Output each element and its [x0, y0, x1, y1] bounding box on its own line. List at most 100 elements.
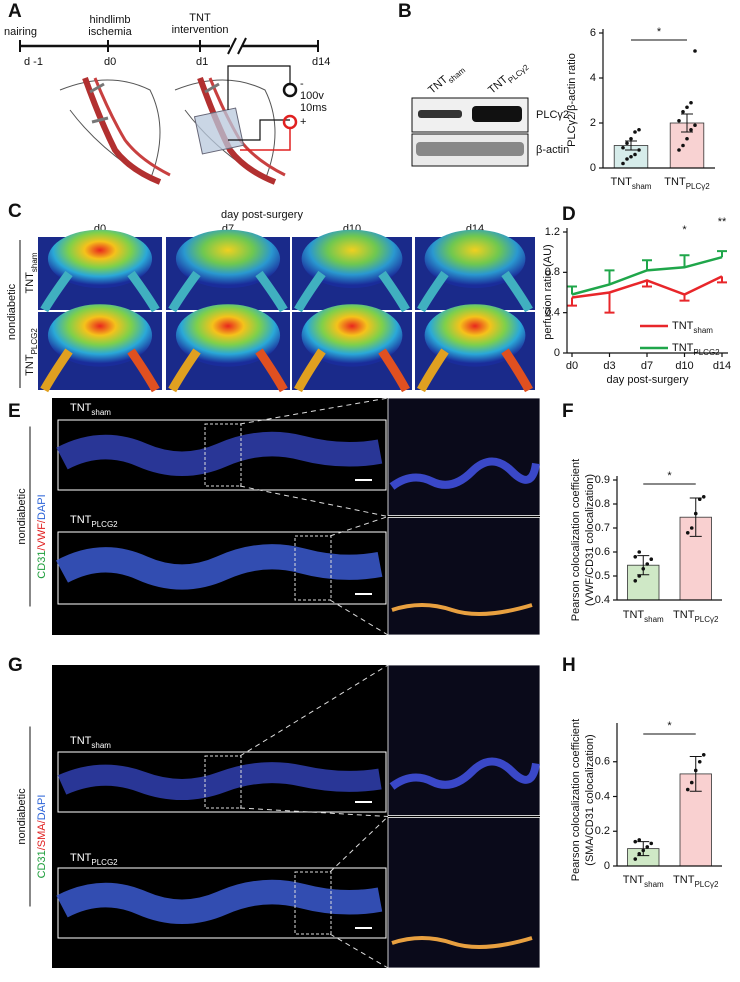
- data-point: [649, 557, 654, 561]
- doppler-leg: [168, 270, 201, 313]
- band: [418, 110, 462, 118]
- error-bar: [625, 140, 637, 151]
- data-point: [645, 845, 650, 849]
- label-main: TNT: [611, 176, 633, 188]
- label-main: TNT: [70, 514, 92, 526]
- panel-label: F: [562, 401, 574, 422]
- tissue: [57, 762, 382, 800]
- error-bar: [604, 269, 615, 285]
- event: intervention: [172, 24, 229, 36]
- ligation: [204, 82, 220, 94]
- y-axis-label: PLCγ2/β-actin ratio: [566, 53, 578, 147]
- stain-label: CD31/VWF/DAPI: [36, 494, 48, 578]
- label-sub: PLCγ2: [686, 182, 711, 191]
- y-axis-label: (VWF/CD31 colocalization): [584, 474, 596, 606]
- doppler-body: [175, 304, 281, 367]
- doppler-leg: [127, 270, 160, 313]
- doppler-leg: [501, 348, 533, 393]
- doppler-body: [424, 229, 526, 289]
- label-sub: sham: [644, 615, 664, 624]
- y-axis-label: perfusion ratio (AU): [542, 244, 554, 339]
- data-point: [621, 161, 625, 166]
- label-sub: sham: [91, 741, 111, 750]
- doppler-leg: [40, 348, 73, 393]
- label-main: TNT: [672, 320, 694, 332]
- timeline: nairing hindlimb ischemia TNT interventi…: [4, 12, 330, 185]
- event: ischemia: [88, 26, 132, 38]
- annotation: *: [682, 224, 687, 236]
- zoom-line: [329, 516, 389, 636]
- data-point: [633, 152, 637, 157]
- label-sub: PLCγ2: [694, 615, 719, 624]
- label-main: TNT: [672, 342, 694, 354]
- stain-part: SMA: [36, 823, 48, 848]
- zoom-box: [294, 535, 332, 601]
- western-blot: PLCγ2 β-actin TNTsham TNTPLCγ2: [411, 61, 569, 167]
- label-sub: PLCG2: [91, 520, 118, 529]
- lane-sub: sham: [446, 65, 467, 85]
- panel-label: C: [8, 201, 22, 222]
- label-main: TNT: [623, 609, 645, 621]
- band: [472, 106, 522, 122]
- data-point: [685, 105, 689, 110]
- y-tick-label: 0: [604, 860, 610, 872]
- x-tick-label: d3: [603, 360, 615, 372]
- doppler-title: day post-surgery: [221, 209, 303, 221]
- label-sub: sham: [632, 182, 652, 191]
- series-line: [571, 256, 723, 296]
- image-frame: [57, 419, 387, 491]
- data-point: [681, 109, 685, 114]
- error-bar: [567, 285, 577, 295]
- annotation: *: [657, 26, 662, 38]
- error-bar: [567, 297, 577, 307]
- lane-label: TNTsham: [426, 61, 467, 99]
- annotation: **: [718, 216, 727, 228]
- image-frame: [57, 751, 387, 813]
- y-axis-label: Pearson colocalization coefficient: [570, 459, 582, 621]
- data-point: [633, 130, 637, 134]
- error-bar: [637, 841, 650, 857]
- zoom-box: [294, 871, 332, 935]
- y-tick-label: 0: [590, 162, 596, 174]
- stain-label: CD31/SMA/DAPI: [36, 795, 48, 879]
- y-tick-label: 0.8: [545, 266, 560, 278]
- tissue: [389, 457, 540, 490]
- data-point: [637, 148, 641, 152]
- doppler-body: [47, 304, 153, 367]
- electrode: [282, 114, 298, 130]
- images: TNTshamTNTPLCG2nondiabeticCD31/VWF/DAPIT…: [16, 229, 541, 969]
- zoom-box: [204, 755, 242, 809]
- data-point: [637, 852, 642, 856]
- tissue: [389, 757, 540, 790]
- inset: [387, 397, 541, 516]
- doppler-leg: [255, 348, 288, 393]
- data-point: [629, 136, 633, 141]
- y-tick-label: 1.2: [545, 226, 560, 238]
- wire: [227, 65, 291, 141]
- data-point: [633, 555, 638, 559]
- tissue: [56, 879, 383, 924]
- doppler-leg: [417, 270, 449, 313]
- condition: nondiabetic: [16, 488, 28, 545]
- data-point: [697, 759, 702, 764]
- data-point: [693, 49, 697, 53]
- band: [416, 142, 524, 156]
- polarity: -: [300, 78, 304, 90]
- y-tick-label: 0.7: [595, 522, 610, 534]
- label-main: TNT: [664, 176, 686, 188]
- tissue: [56, 544, 383, 590]
- data-point: [649, 841, 654, 846]
- doppler-body: [47, 229, 153, 289]
- sub-label: TNTsham: [623, 874, 664, 889]
- tissue: [56, 431, 383, 476]
- doppler-leg: [378, 270, 410, 313]
- panel-labels: A B C D E F G H: [8, 1, 576, 676]
- ligation: [89, 82, 109, 124]
- day: d1: [196, 56, 208, 68]
- data-point: [689, 780, 694, 785]
- label-sub: sham: [91, 408, 111, 417]
- y-tick-label: 0: [554, 347, 560, 359]
- label-sub: PLCγ2: [694, 880, 719, 889]
- lane-sub: PLCγ2: [506, 62, 531, 85]
